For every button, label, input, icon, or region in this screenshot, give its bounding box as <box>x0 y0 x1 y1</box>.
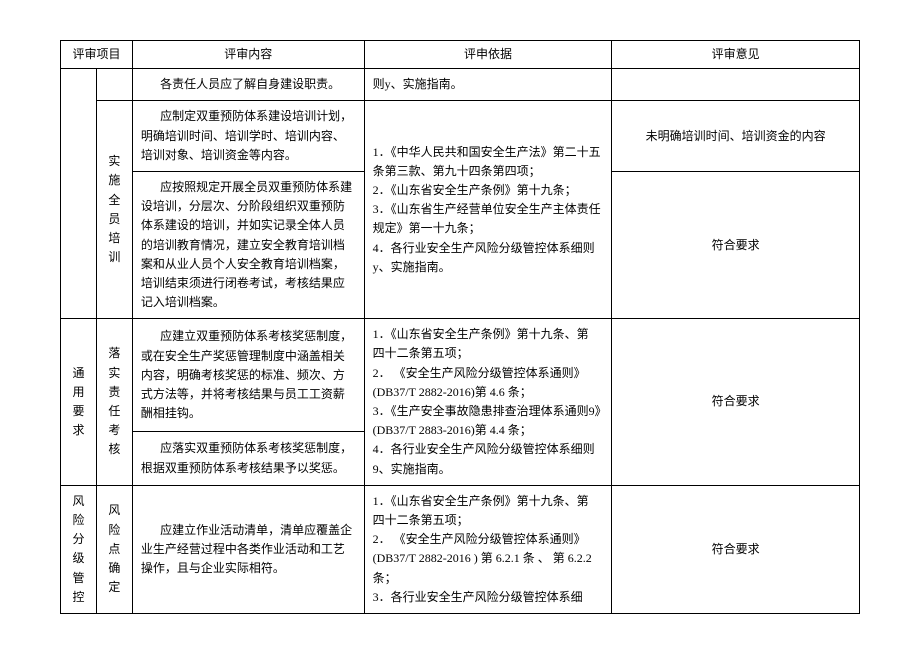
cat1-line: 分级 <box>72 532 84 565</box>
content-cell: 应落实双重预防体系考核奖惩制度，根据双重预防体系考核结果予以奖惩。 <box>132 432 364 485</box>
cat1-line: 风险 <box>72 494 84 527</box>
cat2-cell: 落实 责任 考核 <box>96 319 132 486</box>
cat2-line: 落实 <box>108 346 120 379</box>
cat2-cell <box>96 69 132 101</box>
cat2-line: 培训 <box>108 231 120 264</box>
basis-cell: 则y、实施指南。 <box>364 69 612 101</box>
cat2-line: 点确 <box>108 542 120 575</box>
cat1-cell: 通用 要求 <box>61 319 97 486</box>
table-row: 各责任人员应了解自身建设职责。 则y、实施指南。 <box>61 69 860 101</box>
review-table: 评审项目 评审内容 评申依据 评审意见 各责任人员应了解自身建设职责。 则y、实… <box>60 40 860 614</box>
table-row: 通用 要求 落实 责任 考核 应建立双重预防体系考核奖惩制度，或在安全生产奖惩管… <box>61 319 860 432</box>
header-basis: 评申依据 <box>364 41 612 69</box>
cat1-cell: 风险 分级 管控 <box>61 485 97 613</box>
opinion-cell: 符合要求 <box>612 319 860 486</box>
content-cell: 应建立作业活动清单，清单应覆盖企业生产经营过程中各类作业活动和工艺操作，且与企业… <box>132 485 364 613</box>
cat2-cell: 风险 点确 定 <box>96 485 132 613</box>
cat2-line: 风险 <box>108 503 120 536</box>
content-cell: 应按照规定开展全员双重预防体系建设培训，分层次、分阶段组织双重预防体系建设的培训… <box>132 171 364 318</box>
cat1-line: 管控 <box>72 571 84 604</box>
header-content: 评审内容 <box>132 41 364 69</box>
opinion-cell: 符合要求 <box>612 171 860 318</box>
cat2-line: 考核 <box>108 423 120 456</box>
basis-cell: 1．《中华人民共和国安全生产法》第二十五条第三款、第九十四条第四项； 2．《山东… <box>364 101 612 319</box>
cat1-line: 要求 <box>72 404 84 437</box>
header-project: 评审项目 <box>61 41 133 69</box>
table-row: 实施 全员 培训 应制定双重预防体系建设培训计划，明确培训时间、培训学时、培训内… <box>61 101 860 172</box>
cat2-line: 实施 <box>108 154 120 187</box>
basis-cell: 1．《山东省安全生产条例》第十九条、第 四十二条第五项； 2． 《安全生产风险分… <box>364 319 612 486</box>
content-cell: 应制定双重预防体系建设培训计划，明确培训时间、培训学时、培训内容、培训对象、培训… <box>132 101 364 172</box>
content-cell: 应建立双重预防体系考核奖惩制度，或在安全生产奖惩管理制度中涵盖相关内容，明确考核… <box>132 319 364 432</box>
cat2-line: 责任 <box>108 385 120 418</box>
opinion-cell: 未明确培训时间、培训资金的内容 <box>612 101 860 172</box>
header-opinion: 评审意见 <box>612 41 860 69</box>
opinion-cell: 符合要求 <box>612 485 860 613</box>
cat2-line: 全员 <box>108 193 120 226</box>
table-row: 风险 分级 管控 风险 点确 定 应建立作业活动清单，清单应覆盖企业生产经营过程… <box>61 485 860 613</box>
content-cell: 各责任人员应了解自身建设职责。 <box>132 69 364 101</box>
basis-cell: 1．《山东省安全生产条例》第十九条、第 四十二条第五项； 2． 《安全生产风险分… <box>364 485 612 613</box>
opinion-cell <box>612 69 860 101</box>
cat2-line: 定 <box>108 580 120 594</box>
cat1-cell <box>61 69 97 319</box>
cat1-line: 通用 <box>72 366 84 399</box>
header-row: 评审项目 评审内容 评申依据 评审意见 <box>61 41 860 69</box>
cat2-cell: 实施 全员 培训 <box>96 101 132 319</box>
